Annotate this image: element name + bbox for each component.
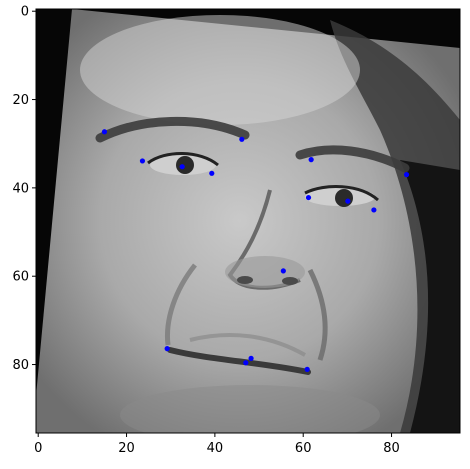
landmark-point	[248, 355, 254, 361]
y-tick-label: 60	[12, 270, 29, 285]
y-axis-ticks: 0 20 40 60 80	[12, 5, 36, 373]
x-tick-label: 60	[295, 441, 312, 456]
x-tick-label: 40	[207, 441, 224, 456]
landmark-point	[239, 136, 245, 142]
landmark-point	[280, 268, 286, 274]
x-axis-ticks: 0 20 40 60 80	[34, 433, 400, 456]
x-tick-label: 80	[383, 441, 400, 456]
face-photo	[36, 9, 460, 433]
x-tick-label: 20	[118, 441, 135, 456]
y-tick-label: 40	[12, 181, 29, 196]
landmark-point	[164, 346, 170, 352]
landmark-point	[304, 366, 310, 372]
landmark-point	[308, 157, 314, 163]
landmark-markers	[101, 129, 410, 372]
y-tick-label: 0	[21, 5, 29, 20]
landmark-point	[371, 207, 377, 213]
axes-frame	[35, 8, 461, 434]
landmark-point	[209, 170, 215, 176]
landmark-point	[179, 164, 185, 170]
landmark-point	[403, 172, 410, 178]
landmark-point	[101, 129, 108, 135]
y-tick-label: 20	[12, 93, 29, 108]
landmark-point	[243, 360, 249, 366]
landmark-point	[345, 198, 351, 204]
x-tick-label: 0	[34, 441, 42, 456]
landmark-point	[305, 194, 312, 201]
landmark-point	[139, 158, 146, 164]
y-tick-label: 80	[12, 358, 29, 373]
